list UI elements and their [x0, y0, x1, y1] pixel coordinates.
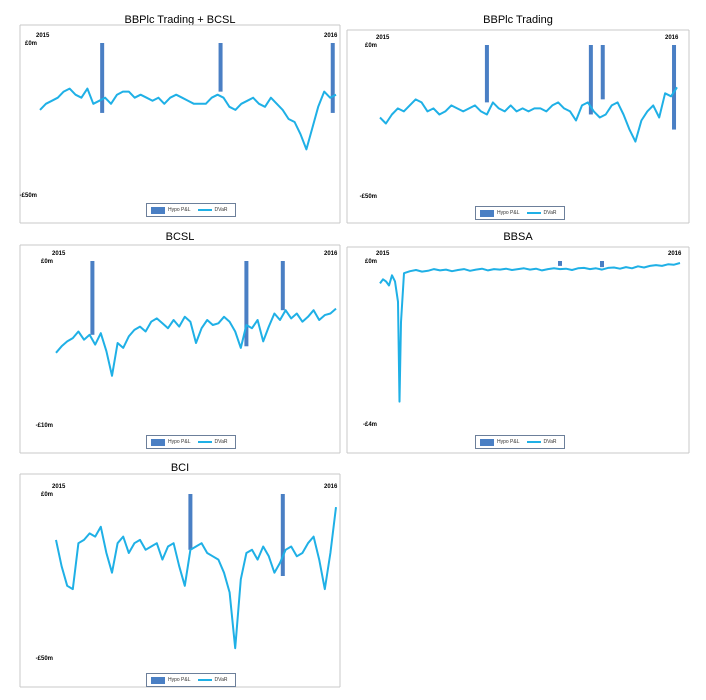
dvar-line: [55, 307, 337, 377]
legend-label-hypo-pl: Hypo P&L: [168, 677, 191, 683]
legend-label-dvar: DVaR: [543, 439, 557, 445]
x-tick-label-end: 2016: [324, 484, 338, 490]
y-tick-label-bottom: -£10m: [36, 423, 53, 429]
chart-title: BBPlc Trading + BCSL: [124, 14, 236, 26]
chart-plot: 2015 2016 £0m -£50m: [346, 29, 690, 224]
chart-panel-bcsl: BCSL 2015 2016 £0m -£10m Hypo P&L DVaR: [18, 227, 342, 455]
y-tick-label-bottom: -£4m: [363, 422, 377, 428]
hypo-pl-bar-1: [588, 45, 593, 115]
y-tick-label-bottom: -£50m: [360, 194, 377, 200]
hypo-pl-bar-0: [100, 43, 105, 113]
chart-plot: 2015 2016 £0m -£10m: [19, 244, 341, 454]
y-tick-label-top: £0m: [25, 41, 37, 47]
hypo-pl-bar-2: [600, 45, 605, 100]
x-tick-label-end: 2016: [668, 251, 682, 257]
chart-title: BBSA: [503, 231, 533, 243]
chart-legend: Hypo P&L DVaR: [475, 435, 566, 449]
chart-plot: 2015 2016 £0m -£50m: [19, 473, 341, 688]
hypo-pl-bar-0: [188, 494, 193, 550]
x-tick-label-start: 2015: [376, 251, 390, 257]
hypo-pl-bar-2: [330, 43, 335, 113]
hypo-pl-swatch: [480, 209, 494, 217]
dvar-swatch: [197, 209, 212, 211]
legend-label-hypo-pl: Hypo P&L: [168, 439, 191, 445]
hypo-pl-bar-1: [218, 43, 223, 92]
hypo-pl-bar-0: [90, 261, 95, 335]
x-tick-label-end: 2016: [665, 35, 679, 41]
dvar-line: [55, 506, 337, 650]
y-tick-label-top: £0m: [365, 259, 377, 265]
dvar-line: [39, 87, 337, 151]
x-tick-label-start: 2015: [36, 33, 50, 39]
legend-label-hypo-pl: Hypo P&L: [168, 207, 191, 213]
legend-label-hypo-pl: Hypo P&L: [497, 439, 520, 445]
legend-label-dvar: DVaR: [543, 210, 557, 216]
hypo-pl-swatch: [151, 676, 165, 684]
dvar-line: [379, 86, 678, 143]
x-tick-label-start: 2015: [52, 251, 66, 257]
y-tick-label-bottom: -£50m: [20, 193, 37, 199]
chart-plot: 2015 2016 £0m -£50m: [19, 24, 341, 224]
hypo-pl-bar-1: [280, 494, 285, 576]
dvar-swatch: [197, 441, 212, 443]
legend-label-dvar: DVaR: [214, 439, 228, 445]
chart-legend: Hypo P&L DVaR: [146, 435, 237, 449]
dvar-swatch: [197, 679, 212, 681]
chart-panel-bbsa: BBSA 2015 2016 £0m -£4m Hypo P&L DVaR: [346, 227, 690, 455]
dvar-swatch: [526, 212, 541, 214]
y-tick-label-top: £0m: [41, 259, 53, 265]
legend-label-dvar: DVaR: [214, 677, 228, 683]
legend-label-hypo-pl: Hypo P&L: [497, 210, 520, 216]
hypo-pl-bar-1: [600, 261, 604, 268]
chart-panel-bci: BCI 2015 2016 £0m -£50m Hypo P&L DVaR: [18, 458, 342, 690]
hypo-pl-bar-0: [484, 45, 489, 103]
x-tick-label-start: 2015: [52, 484, 66, 490]
y-tick-label-top: £0m: [41, 492, 53, 498]
chart-panel-bbplc-trading: BBPlc Trading 2015 2016 £0m -£50m Hypo P&L …: [346, 10, 690, 225]
hypo-pl-bar-2: [280, 261, 285, 311]
hypo-pl-bar-3: [672, 45, 677, 130]
chart-legend: Hypo P&L DVaR: [146, 203, 237, 217]
hypo-pl-swatch: [480, 438, 494, 446]
chart-title: BCSL: [165, 231, 195, 243]
hypo-pl-bar-0: [558, 261, 562, 266]
chart-title: BBPlc Trading: [483, 14, 553, 26]
chart-legend: Hypo P&L DVaR: [146, 673, 237, 687]
chart-legend: Hypo P&L DVaR: [475, 206, 566, 220]
x-tick-label-end: 2016: [324, 251, 338, 257]
hypo-pl-swatch: [151, 206, 165, 214]
legend-label-dvar: DVaR: [214, 207, 228, 213]
y-tick-label-bottom: -£50m: [36, 656, 53, 662]
chart-title: BCI: [170, 462, 190, 474]
x-tick-label-start: 2015: [376, 35, 390, 41]
x-tick-label-end: 2016: [324, 33, 338, 39]
dvar-line: [379, 262, 681, 403]
y-tick-label-top: £0m: [365, 43, 377, 49]
dvar-swatch: [526, 441, 541, 443]
hypo-pl-bar-1: [244, 261, 249, 347]
chart-plot: 2015 2016 £0m -£4m: [346, 246, 690, 454]
chart-panel-bbplc-trading-bcsl: BBPlc Trading + BCSL 2015 2016 £0m -£50m Hy…: [18, 10, 342, 225]
hypo-pl-swatch: [151, 438, 165, 446]
